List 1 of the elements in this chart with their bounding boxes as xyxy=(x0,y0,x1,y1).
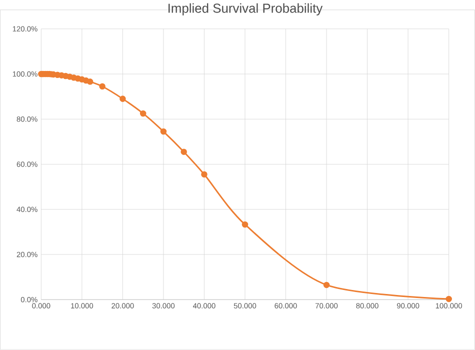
chart-title: Implied Survival Probability xyxy=(168,3,323,16)
